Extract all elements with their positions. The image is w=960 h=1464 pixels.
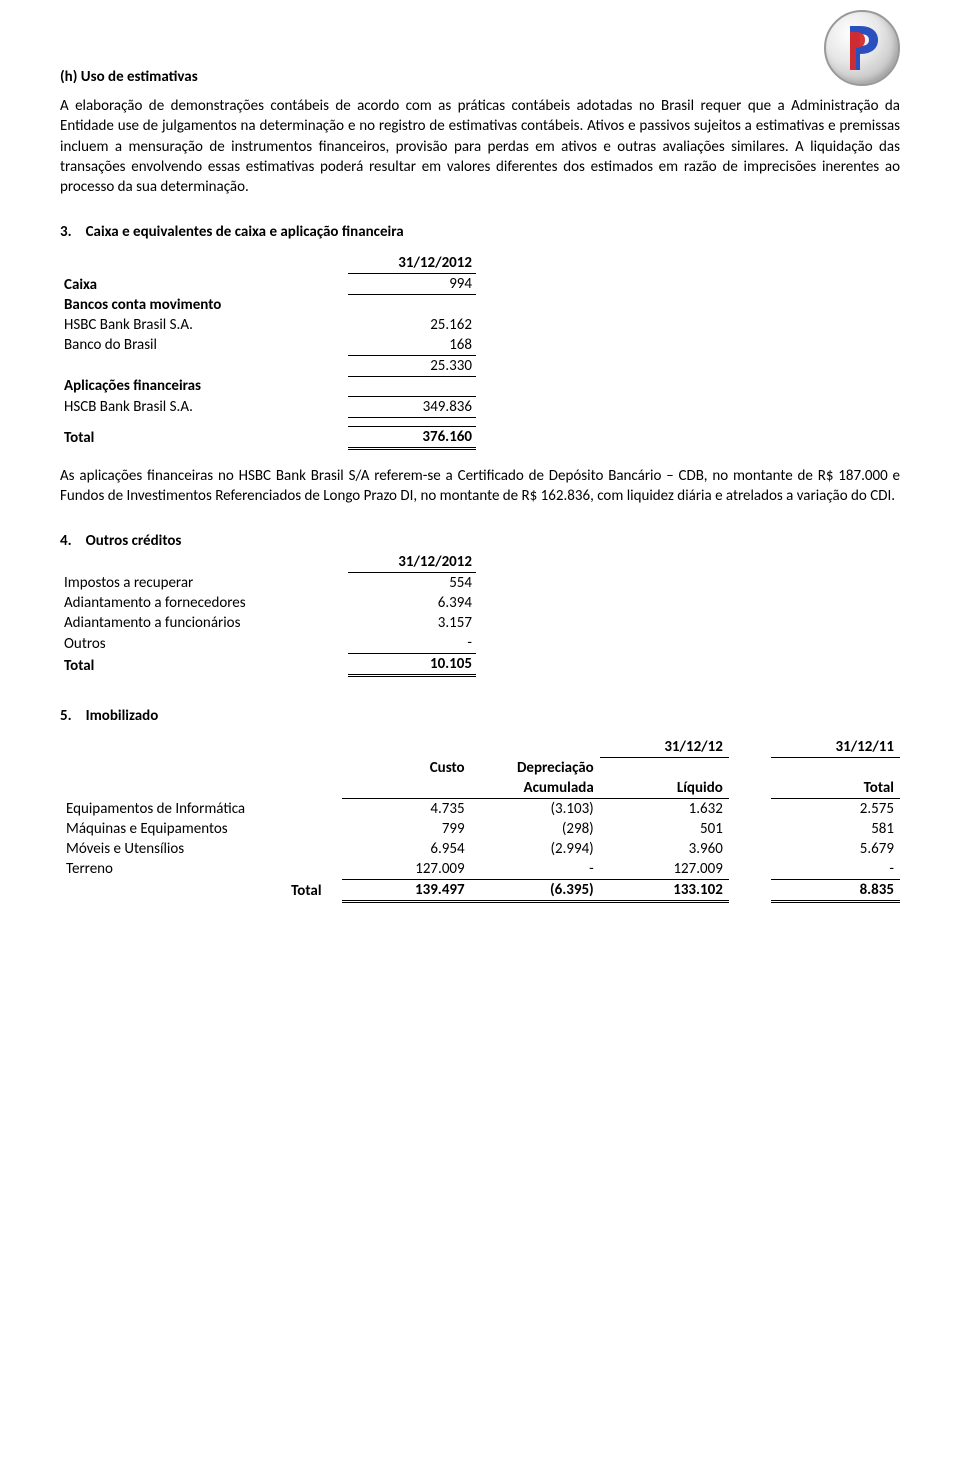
row-bdb-value: 168	[348, 335, 476, 356]
imob-r2-l: 3.960	[600, 839, 729, 859]
imob-r2-t: 5.679	[771, 839, 900, 859]
imob-total-t: 8.835	[771, 879, 900, 901]
imob-r1-c: 799	[342, 819, 471, 839]
imob-r0-label: Equipamentos de Informática	[60, 798, 342, 819]
company-logo	[824, 10, 900, 86]
imob-r3-label: Terreno	[60, 859, 342, 880]
imob-total-l: 133.102	[600, 879, 729, 901]
section-3-number: 3.	[60, 223, 72, 241]
imob-hdr-custo: Custo	[342, 758, 471, 778]
section-4-number: 4.	[60, 532, 72, 550]
row-caixa-value: 994	[348, 274, 476, 295]
imob-r1-d: (298)	[471, 819, 600, 839]
row-ir-label: Impostos a recuperar	[60, 573, 348, 594]
section-h-title: (h) Uso de estimativas	[60, 68, 900, 86]
section-3-heading: 3. Caixa e equivalentes de caixa e aplic…	[60, 223, 900, 241]
row-total-value: 376.160	[348, 426, 476, 448]
imob-total-c: 139.497	[342, 879, 471, 901]
imob-hdr-dep2: Acumulada	[471, 778, 600, 799]
row-caixa-label: Caixa	[60, 274, 348, 295]
section-3-title: Caixa e equivalentes de caixa e aplicaçã…	[86, 223, 404, 241]
caixa-date-header: 31/12/2012	[348, 253, 476, 274]
imob-hdr-tot: Total	[771, 778, 900, 799]
row-bcm-subtotal: 25.330	[348, 355, 476, 376]
row-afor-label: Adiantamento a fornecedores	[60, 593, 348, 613]
row-hsbc-label: HSBC Bank Brasil S.A.	[60, 315, 348, 335]
imob-r2-d: (2.994)	[471, 839, 600, 859]
table-row: Terreno 127.009 - 127.009 -	[60, 859, 900, 880]
section-4-heading: 4. Outros créditos	[60, 532, 900, 550]
table-row: Máquinas e Equipamentos 799 (298) 501 58…	[60, 819, 900, 839]
imobilizado-table: 31/12/12 31/12/11 Custo Depreciação Acum…	[60, 737, 900, 903]
document-page: (h) Uso de estimativas A elaboração de d…	[0, 0, 960, 943]
section-5-number: 5.	[60, 707, 72, 725]
imob-hdr-d11: 31/12/11	[771, 737, 900, 758]
row-hsbc-value: 25.162	[348, 315, 476, 335]
section-h-paragraph: A elaboração de demonstrações contábeis …	[60, 96, 900, 197]
imob-total-d: (6.395)	[471, 879, 600, 901]
row-afun-value: 3.157	[348, 613, 476, 633]
row-afor-value: 6.394	[348, 593, 476, 613]
imob-r1-label: Máquinas e Equipamentos	[60, 819, 342, 839]
section-3-paragraph: As aplicações financeiras no HSBC Bank B…	[60, 466, 900, 507]
row-octotal-label: Total	[60, 654, 348, 676]
imob-r3-t: -	[771, 859, 900, 880]
imob-r2-c: 6.954	[342, 839, 471, 859]
row-ou-value: -	[348, 633, 476, 654]
imob-hdr-d12: 31/12/12	[600, 737, 729, 758]
row-ir-value: 554	[348, 573, 476, 594]
caixa-table: 31/12/2012 Caixa 994 Bancos conta movime…	[60, 253, 476, 450]
imob-total-label: Total	[60, 879, 342, 901]
row-octotal-value: 10.105	[348, 654, 476, 676]
section-5-heading: 5. Imobilizado	[60, 707, 900, 725]
row-bcm-label: Bancos conta movimento	[60, 295, 348, 315]
imob-r3-l: 127.009	[600, 859, 729, 880]
table-row: Móveis e Utensílios 6.954 (2.994) 3.960 …	[60, 839, 900, 859]
imob-r3-d: -	[471, 859, 600, 880]
table-total-row: Total 139.497 (6.395) 133.102 8.835	[60, 879, 900, 901]
imob-r1-l: 501	[600, 819, 729, 839]
row-afun-label: Adiantamento a funcionários	[60, 613, 348, 633]
imob-hdr-dep1: Depreciação	[471, 758, 600, 778]
imob-r0-c: 4.735	[342, 798, 471, 819]
row-af-label: Aplicações financeiras	[60, 376, 348, 396]
imob-r0-d: (3.103)	[471, 798, 600, 819]
table-row: Equipamentos de Informática 4.735 (3.103…	[60, 798, 900, 819]
oc-date-header: 31/12/2012	[348, 552, 476, 573]
section-5-title: Imobilizado	[86, 707, 159, 725]
imob-r3-c: 127.009	[342, 859, 471, 880]
logo-icon	[824, 10, 900, 86]
row-bdb-label: Banco do Brasil	[60, 335, 348, 356]
row-ou-label: Outros	[60, 633, 348, 654]
row-hscb-label: HSCB Bank Brasil S.A.	[60, 396, 348, 417]
section-4-title: Outros créditos	[86, 532, 182, 550]
outros-creditos-table: 31/12/2012 Impostos a recuperar 554 Adia…	[60, 552, 476, 677]
imob-r2-label: Móveis e Utensílios	[60, 839, 342, 859]
imob-r0-l: 1.632	[600, 798, 729, 819]
row-hscb-value: 349.836	[348, 396, 476, 417]
imob-hdr-liq: Líquido	[600, 778, 729, 799]
imob-r0-t: 2.575	[771, 798, 900, 819]
imob-r1-t: 581	[771, 819, 900, 839]
row-total-label: Total	[60, 426, 348, 448]
